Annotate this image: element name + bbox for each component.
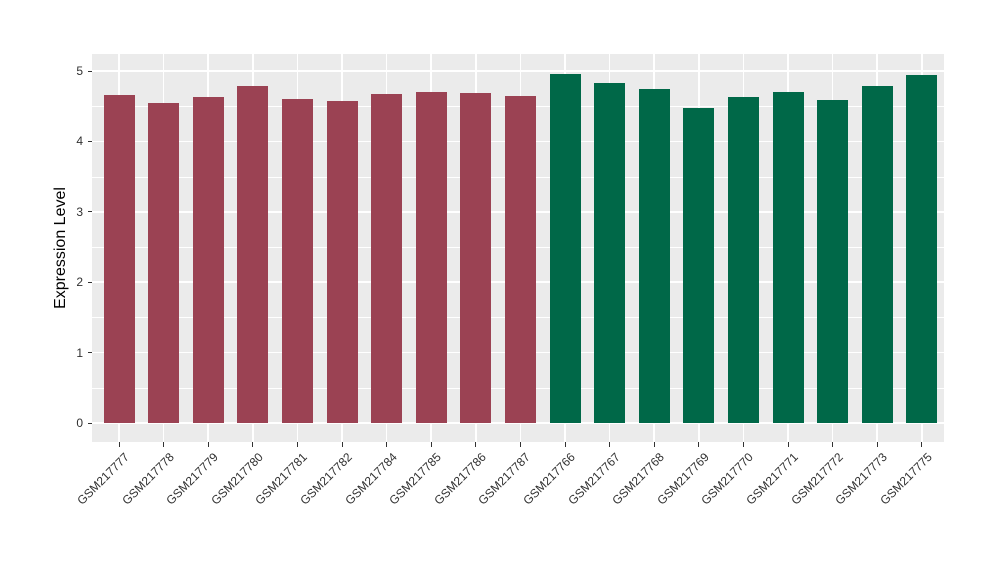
bar: [683, 108, 715, 423]
y-tick: [87, 352, 92, 354]
y-tick: [87, 140, 92, 142]
x-tick: [207, 442, 209, 447]
y-tick-label: 2: [76, 275, 83, 290]
bar: [504, 96, 536, 423]
bar: [817, 99, 849, 423]
x-tick: [787, 442, 789, 447]
x-tick: [564, 442, 566, 447]
bar: [906, 75, 938, 423]
bar: [148, 102, 180, 423]
bar: [638, 89, 670, 423]
x-tick: [163, 442, 165, 447]
x-tick: [921, 442, 923, 447]
y-tick-label: 0: [76, 416, 83, 430]
x-tick: [742, 442, 744, 447]
h-gridline-major: [92, 422, 944, 424]
bar: [326, 100, 358, 423]
y-tick: [87, 422, 92, 424]
y-tick-label: 1: [76, 345, 83, 360]
bar: [103, 94, 135, 423]
bar: [192, 97, 224, 423]
y-tick-label: 5: [76, 64, 83, 78]
x-tick: [252, 442, 254, 447]
bar: [727, 97, 759, 423]
bar: [549, 73, 581, 423]
bar: [861, 85, 893, 423]
bar: [594, 82, 626, 423]
x-tick: [519, 442, 521, 447]
bar: [281, 99, 313, 423]
y-tick: [87, 281, 92, 283]
x-tick: [876, 442, 878, 447]
bar: [371, 93, 403, 423]
bar: [237, 85, 269, 423]
x-tick: [341, 442, 343, 447]
x-tick: [832, 442, 834, 447]
bar: [415, 92, 447, 423]
x-tick: [386, 442, 388, 447]
h-gridline-major: [92, 70, 944, 72]
x-tick: [430, 442, 432, 447]
x-tick: [118, 442, 120, 447]
bar: [772, 92, 804, 423]
x-tick: [475, 442, 477, 447]
x-tick: [653, 442, 655, 447]
y-tick-label: 4: [76, 134, 83, 149]
y-tick-label: 3: [76, 204, 83, 219]
x-tick: [609, 442, 611, 447]
y-tick: [87, 211, 92, 213]
x-tick: [698, 442, 700, 447]
x-tick: [296, 442, 298, 447]
bar: [460, 92, 492, 423]
y-tick: [87, 70, 92, 72]
